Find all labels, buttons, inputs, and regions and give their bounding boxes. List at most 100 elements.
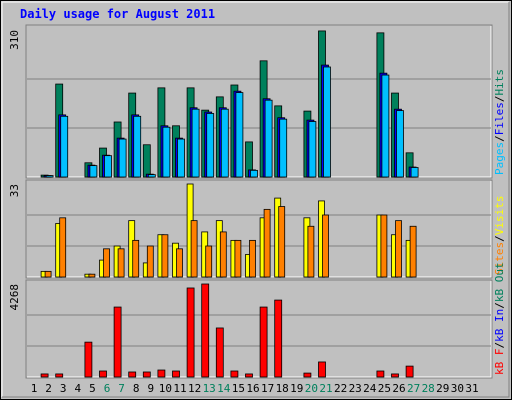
bar (206, 113, 215, 178)
bar (103, 248, 110, 278)
bar (146, 245, 154, 278)
bar (318, 361, 326, 378)
x-tick-label: 16 (246, 382, 259, 395)
panel (25, 24, 493, 179)
x-tick-label: 14 (217, 382, 231, 395)
bar (395, 220, 402, 278)
x-tick-label: 23 (349, 382, 362, 395)
bar (99, 370, 107, 378)
bar (191, 108, 200, 178)
x-tick-label: 31 (465, 382, 478, 395)
bar (117, 248, 125, 278)
bar (118, 138, 127, 178)
legend: Sites/Visits (493, 196, 506, 276)
bar (307, 225, 315, 278)
panel-bevel (27, 281, 492, 378)
legend-entry: Files (493, 102, 506, 135)
bar (147, 174, 156, 178)
x-tick-label: 6 (104, 382, 111, 395)
bar (322, 214, 329, 278)
bar (177, 138, 185, 178)
chart-title: Daily usage for August 2011 (20, 7, 215, 21)
bar (235, 92, 244, 178)
x-tick-label: 8 (133, 382, 140, 395)
x-tick-label: 2 (45, 382, 52, 395)
bar (161, 234, 169, 278)
bar (128, 371, 137, 378)
bar (380, 214, 388, 278)
x-tick-label: 20 (305, 382, 318, 395)
panel (25, 179, 493, 279)
legend: Pages/Files/Hits (493, 69, 506, 175)
bar (391, 373, 399, 378)
bar (133, 115, 142, 178)
legend: kB F/kB In/kB Out (493, 262, 506, 375)
x-tick-label: 18 (276, 382, 289, 395)
bar (205, 245, 213, 278)
bar (410, 167, 419, 178)
bar (245, 373, 253, 378)
x-tick-label: 19 (290, 382, 303, 395)
bar (132, 239, 140, 278)
x-tick-label: 5 (89, 382, 96, 395)
x-tick-label: 15 (232, 382, 245, 395)
legend-separator: / (493, 342, 506, 349)
legend-separator: / (493, 135, 506, 142)
legend-entry: kB F (493, 349, 506, 376)
x-tick-label: 3 (60, 382, 67, 395)
bar (45, 175, 54, 178)
bar (60, 115, 69, 178)
bar (263, 208, 271, 278)
x-tick-label: 1 (31, 382, 38, 395)
bar (59, 217, 67, 278)
bar (278, 206, 286, 278)
bar (264, 99, 273, 178)
x-tick-label: 22 (334, 382, 347, 395)
bar (376, 370, 385, 378)
bar (84, 341, 93, 378)
bar (234, 239, 242, 278)
bar (88, 273, 96, 278)
bar (215, 327, 224, 378)
bar (104, 155, 112, 178)
bar (157, 369, 166, 378)
bar (162, 126, 171, 178)
bar (323, 66, 331, 178)
bar (190, 220, 198, 278)
bar (220, 108, 229, 178)
x-tick-label: 24 (363, 382, 377, 395)
bar (279, 118, 288, 178)
bar (89, 165, 98, 178)
legend-entry: Hits (493, 69, 506, 96)
legend-entry: Visits (493, 196, 506, 236)
bar (142, 371, 151, 378)
bar (308, 121, 317, 178)
bar (113, 306, 122, 378)
x-tick-label: 10 (159, 382, 172, 395)
bar (409, 225, 417, 278)
bar (176, 248, 183, 278)
bar (44, 270, 52, 278)
legend-entry: kB In (493, 309, 506, 342)
bar (381, 74, 390, 178)
legend-separator: / (493, 302, 506, 309)
x-tick-label: 27 (407, 382, 420, 395)
bar (172, 370, 180, 378)
x-tick-label: 13 (203, 382, 216, 395)
legend-separator: / (493, 96, 506, 103)
x-tick-label: 7 (118, 382, 125, 395)
bar (55, 373, 64, 378)
bar (396, 110, 404, 178)
panel (25, 279, 493, 379)
bar (201, 283, 210, 378)
legend-entry: Pages (493, 142, 506, 175)
x-tick-label: 17 (261, 382, 274, 395)
bar (250, 169, 258, 178)
x-tick-label: 21 (319, 382, 332, 395)
x-tick-label: 11 (173, 382, 186, 395)
bar (230, 370, 239, 378)
y-tick-label: 33 (8, 184, 21, 197)
